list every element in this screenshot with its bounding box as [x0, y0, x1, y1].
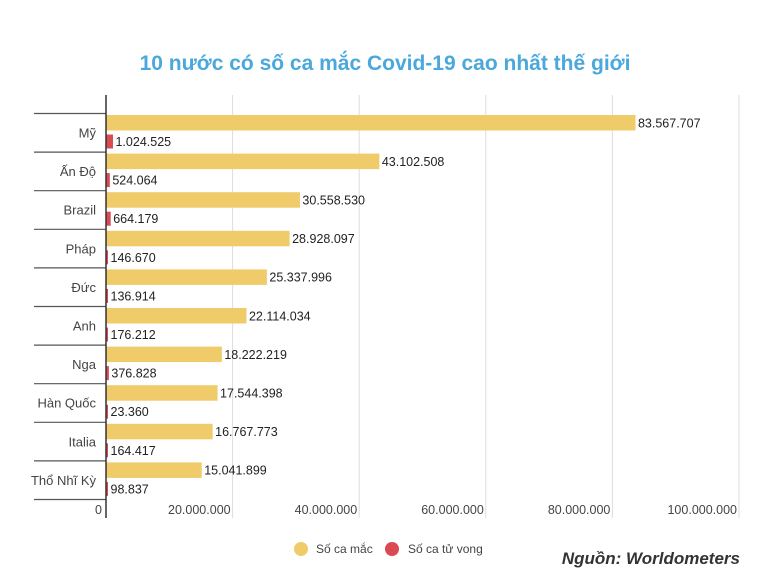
x-tick-label: 0	[95, 503, 102, 517]
bar-cases	[106, 192, 300, 208]
bar-deaths	[106, 173, 110, 188]
x-tick-label: 40.000.000	[295, 503, 358, 517]
bar-deaths	[106, 288, 108, 303]
legend: Số ca mắc Số ca tử vong	[294, 541, 483, 556]
chart-title: 10 nước có số ca mắc Covid-19 cao nhất t…	[140, 51, 631, 75]
data-label-cases: 22.114.034	[249, 309, 311, 323]
bar-cases	[106, 462, 202, 478]
x-tick-label: 20.000.000	[168, 503, 231, 517]
data-label-cases: 28.928.097	[292, 232, 355, 246]
category-label: Mỹ	[79, 126, 97, 141]
category-label: Nga	[72, 357, 97, 372]
data-label-deaths: 136.914	[111, 289, 156, 303]
data-label-deaths: 376.828	[111, 367, 156, 381]
category-label: Hàn Quốc	[37, 396, 96, 411]
bar-deaths	[106, 327, 108, 342]
legend-label-cases: Số ca mắc	[316, 541, 373, 556]
data-label-cases: 25.337.996	[269, 271, 332, 285]
bar-deaths	[106, 134, 113, 149]
source-note: Nguồn: Worldometers	[562, 549, 740, 568]
bar-cases	[106, 115, 636, 131]
bar-cases	[106, 346, 222, 363]
legend-marker-deaths	[385, 542, 399, 556]
data-label-cases: 17.544.398	[220, 386, 283, 400]
data-label-deaths: 98.837	[111, 482, 149, 496]
category-label: Brazil	[63, 203, 96, 218]
category-label: Thổ Nhĩ Kỳ	[31, 473, 97, 488]
data-label-deaths: 524.064	[112, 174, 157, 188]
bar-cases	[106, 385, 218, 401]
legend-label-deaths: Số ca tử vong	[408, 542, 483, 556]
bar-deaths	[106, 404, 108, 419]
bar-deaths	[106, 366, 109, 381]
x-tick-label: 60.000.000	[421, 503, 484, 517]
data-label-deaths: 23.360	[111, 405, 149, 419]
bar-cases	[106, 230, 290, 247]
data-label-cases: 18.222.219	[224, 348, 287, 362]
bar-deaths	[106, 443, 108, 458]
data-label-cases: 15.041.899	[204, 464, 267, 478]
data-label-cases: 16.767.773	[215, 425, 278, 439]
data-label-cases: 30.558.530	[302, 193, 365, 207]
bar-cases	[106, 423, 213, 440]
category-label: Anh	[73, 319, 96, 334]
x-tick-label: 80.000.000	[548, 503, 611, 517]
category-label: Italia	[69, 434, 97, 449]
bar-cases	[106, 269, 267, 285]
category-label: Đức	[71, 280, 96, 295]
bar-deaths	[106, 481, 108, 496]
bar-deaths	[106, 211, 111, 226]
data-label-deaths: 164.417	[111, 444, 156, 458]
data-label-deaths: 176.212	[111, 328, 156, 342]
category-label: Ấn Độ	[60, 164, 96, 179]
bar-cases	[106, 308, 247, 324]
bar-cases	[106, 153, 380, 170]
data-label-cases: 43.102.508	[382, 155, 445, 169]
x-tick-label: 100.000.000	[667, 503, 737, 517]
data-label-cases: 83.567.707	[638, 116, 701, 130]
data-label-deaths: 664.179	[113, 212, 158, 226]
data-label-deaths: 1.024.525	[115, 135, 171, 149]
bar-deaths	[106, 250, 108, 265]
category-label: Pháp	[66, 241, 96, 256]
data-label-deaths: 146.670	[111, 251, 156, 265]
legend-marker-cases	[294, 542, 308, 556]
